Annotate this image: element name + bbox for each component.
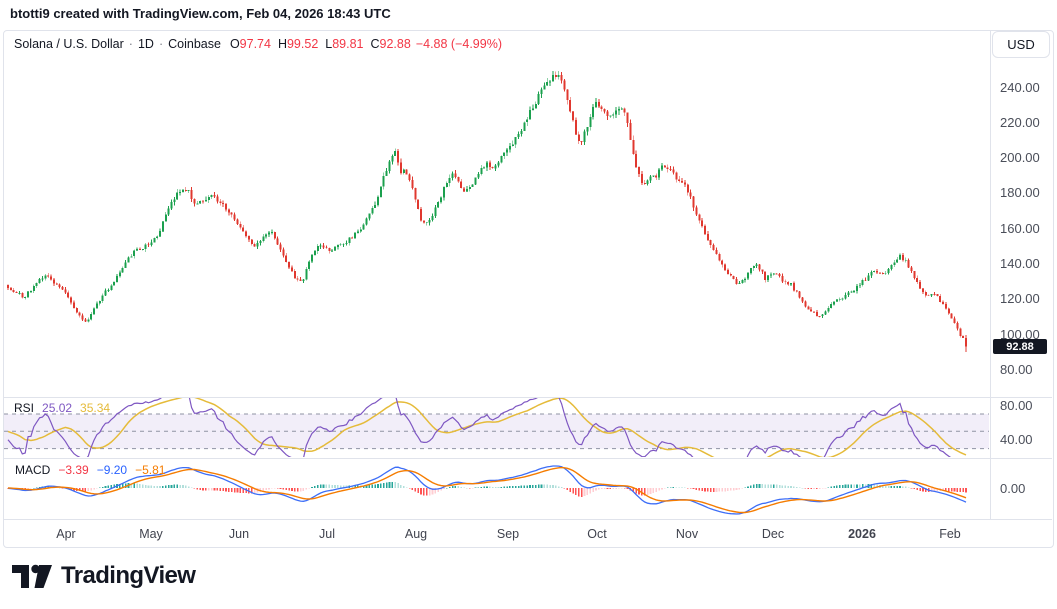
- price-axis-label: 220.00: [1000, 114, 1040, 130]
- time-axis-label: Dec: [761, 527, 785, 541]
- last-price-badge: 92.88: [993, 339, 1047, 355]
- time-axis-label: Feb: [939, 527, 961, 541]
- price-axis-scale-area[interactable]: [991, 60, 1051, 519]
- ohlc-item: H99.52: [277, 37, 319, 51]
- macd-value: −3.39: [58, 463, 89, 477]
- time-axis-label: May: [139, 527, 163, 541]
- time-axis-label: Sep: [496, 527, 520, 541]
- ohlc-item: L89.81: [325, 37, 364, 51]
- separator-dot: ·: [128, 37, 133, 51]
- rsi-ma-value: 35.34: [80, 401, 111, 415]
- interval-label[interactable]: 1D: [137, 37, 154, 51]
- ohlc-values: O97.74 H99.52 L89.81 C92.88: [230, 37, 411, 51]
- rsi-axis-label: 80.00: [1000, 397, 1033, 413]
- symbol-name[interactable]: Solana / U.S. Dollar: [14, 37, 124, 51]
- price-axis-label: 180.00: [1000, 185, 1040, 201]
- price-axis-label: 120.00: [1000, 291, 1040, 307]
- rsi-legend: RSI 25.02 35.34: [14, 401, 110, 415]
- symbol-legend: Solana / U.S. Dollar · 1D · Coinbase O97…: [14, 37, 502, 51]
- macd-legend: MACD −3.39 −9.20 −5.81: [15, 463, 165, 477]
- price-axis-separator: [990, 31, 991, 519]
- pane-separator-price-rsi[interactable]: [4, 397, 1052, 398]
- time-axis-label: Jun: [228, 527, 250, 541]
- footer: TradingView: [12, 562, 196, 590]
- pane-separator-rsi-macd[interactable]: [4, 458, 1052, 459]
- macd-label[interactable]: MACD: [15, 463, 51, 477]
- separator-dot: ·: [158, 37, 164, 51]
- change-value: −4.88 (−4.99%): [415, 37, 502, 51]
- time-axis-label: Oct: [587, 527, 607, 541]
- price-axis-label: 160.00: [1000, 220, 1040, 236]
- time-axis-label: Aug: [404, 527, 428, 541]
- price-axis-label: 100.00: [1000, 326, 1040, 342]
- price-axis-label: 80.00: [1000, 361, 1033, 377]
- price-axis-label: 240.00: [1000, 79, 1040, 95]
- rsi-axis-label: 40.00: [1000, 432, 1033, 448]
- price-axis-label: 200.00: [1000, 150, 1040, 166]
- time-axis-label: Apr: [56, 527, 76, 541]
- time-axis-label: Nov: [675, 527, 699, 541]
- ohlc-item: O97.74: [229, 37, 271, 51]
- attribution-text: btotti9 created with TradingView.com, Fe…: [10, 6, 391, 21]
- tradingview-logo-icon: [12, 564, 52, 588]
- chart-widget-frame: [3, 30, 1054, 548]
- macd-value: −9.20: [96, 463, 128, 477]
- time-axis-scale-area[interactable]: [4, 520, 989, 546]
- macd-axis-label: 0.00: [1000, 480, 1026, 496]
- macd-values: −3.39 −9.20 −5.81: [58, 463, 165, 477]
- macd-value: −5.81: [135, 463, 166, 477]
- price-axis-label: 140.00: [1000, 256, 1040, 271]
- time-axis-label: 2026: [848, 527, 876, 541]
- time-axis-label: Jul: [319, 527, 335, 541]
- ohlc-item: C92.88: [370, 37, 411, 51]
- tradingview-wordmark: TradingView: [61, 562, 196, 589]
- rsi-label[interactable]: RSI: [14, 401, 35, 415]
- rsi-value: 25.02: [42, 401, 73, 415]
- exchange-label[interactable]: Coinbase: [168, 37, 221, 51]
- currency-toggle-usd[interactable]: USD: [992, 31, 1050, 58]
- pane-separator-time-axis: [4, 519, 1052, 520]
